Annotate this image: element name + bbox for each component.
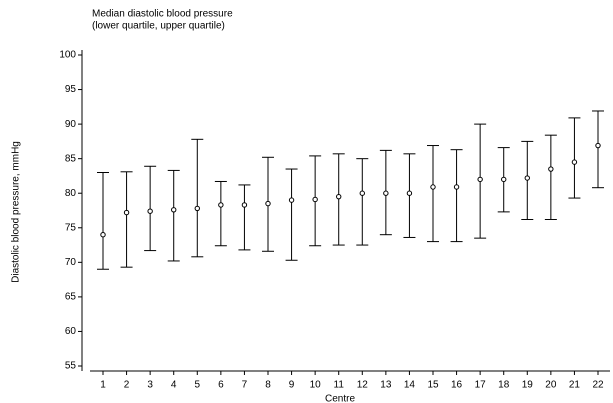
x-tick-label: 1 — [100, 380, 106, 391]
y-tick-label: 75 — [65, 222, 77, 233]
median-point — [477, 176, 483, 183]
median-point — [571, 159, 578, 165]
x-tick-label: 14 — [404, 380, 416, 391]
x-tick-label: 12 — [357, 380, 369, 391]
x-tick-label: 18 — [498, 380, 510, 391]
x-tick-label: 4 — [171, 380, 177, 391]
median-point — [288, 197, 295, 203]
x-tick-label: 16 — [451, 380, 463, 391]
median-point — [265, 200, 271, 207]
y-tick-label: 95 — [65, 84, 77, 95]
x-tick-label: 22 — [592, 380, 604, 391]
x-axis-label: Centre — [325, 394, 355, 403]
x-tick-label: 3 — [147, 380, 153, 391]
x-tick-label: 15 — [427, 380, 439, 391]
y-tick-label: 70 — [65, 257, 77, 268]
median-point — [430, 184, 436, 190]
median-point — [453, 184, 460, 190]
x-tick-label: 7 — [242, 380, 248, 391]
x-tick-label: 9 — [289, 380, 295, 391]
y-tick-label: 85 — [65, 153, 77, 164]
median-point — [406, 190, 413, 196]
median-point — [218, 202, 224, 208]
median-point — [595, 142, 601, 149]
median-point — [194, 205, 200, 212]
median-point — [548, 166, 554, 172]
median-point — [524, 175, 530, 181]
median-point — [336, 193, 342, 200]
x-tick-label: 11 — [334, 380, 345, 391]
x-tick-label: 21 — [569, 380, 581, 391]
median-point — [147, 208, 153, 214]
median-point — [123, 209, 130, 216]
x-tick-label: 2 — [124, 380, 130, 391]
x-tick-label: 6 — [218, 380, 224, 391]
median-point — [383, 190, 389, 196]
y-tick-label: 55 — [65, 361, 77, 372]
median-point — [359, 190, 365, 196]
x-tick-label: 20 — [545, 380, 557, 391]
x-tick-label: 10 — [310, 380, 322, 391]
x-tick-label: 5 — [195, 380, 201, 391]
median-point — [501, 176, 507, 183]
y-tick-label: 80 — [65, 188, 77, 199]
median-point — [241, 202, 248, 208]
x-tick-label: 19 — [522, 380, 534, 391]
median-point — [312, 196, 318, 203]
y-tick-label: 100 — [59, 50, 76, 61]
y-axis-label: Diastolic blood pressure, mmHg — [11, 141, 22, 283]
y-tick-label: 65 — [65, 292, 77, 303]
y-tick-label: 60 — [65, 326, 77, 337]
median-point — [171, 207, 177, 213]
median-point — [100, 231, 106, 238]
chart-subtitle: (lower quartile, upper quartile) — [92, 21, 225, 32]
x-tick-label: 8 — [265, 380, 271, 391]
chart-title: Median diastolic blood pressure — [92, 9, 233, 20]
x-tick-label: 13 — [380, 380, 392, 391]
y-tick-label: 90 — [65, 119, 77, 130]
x-tick-label: 17 — [475, 380, 487, 391]
